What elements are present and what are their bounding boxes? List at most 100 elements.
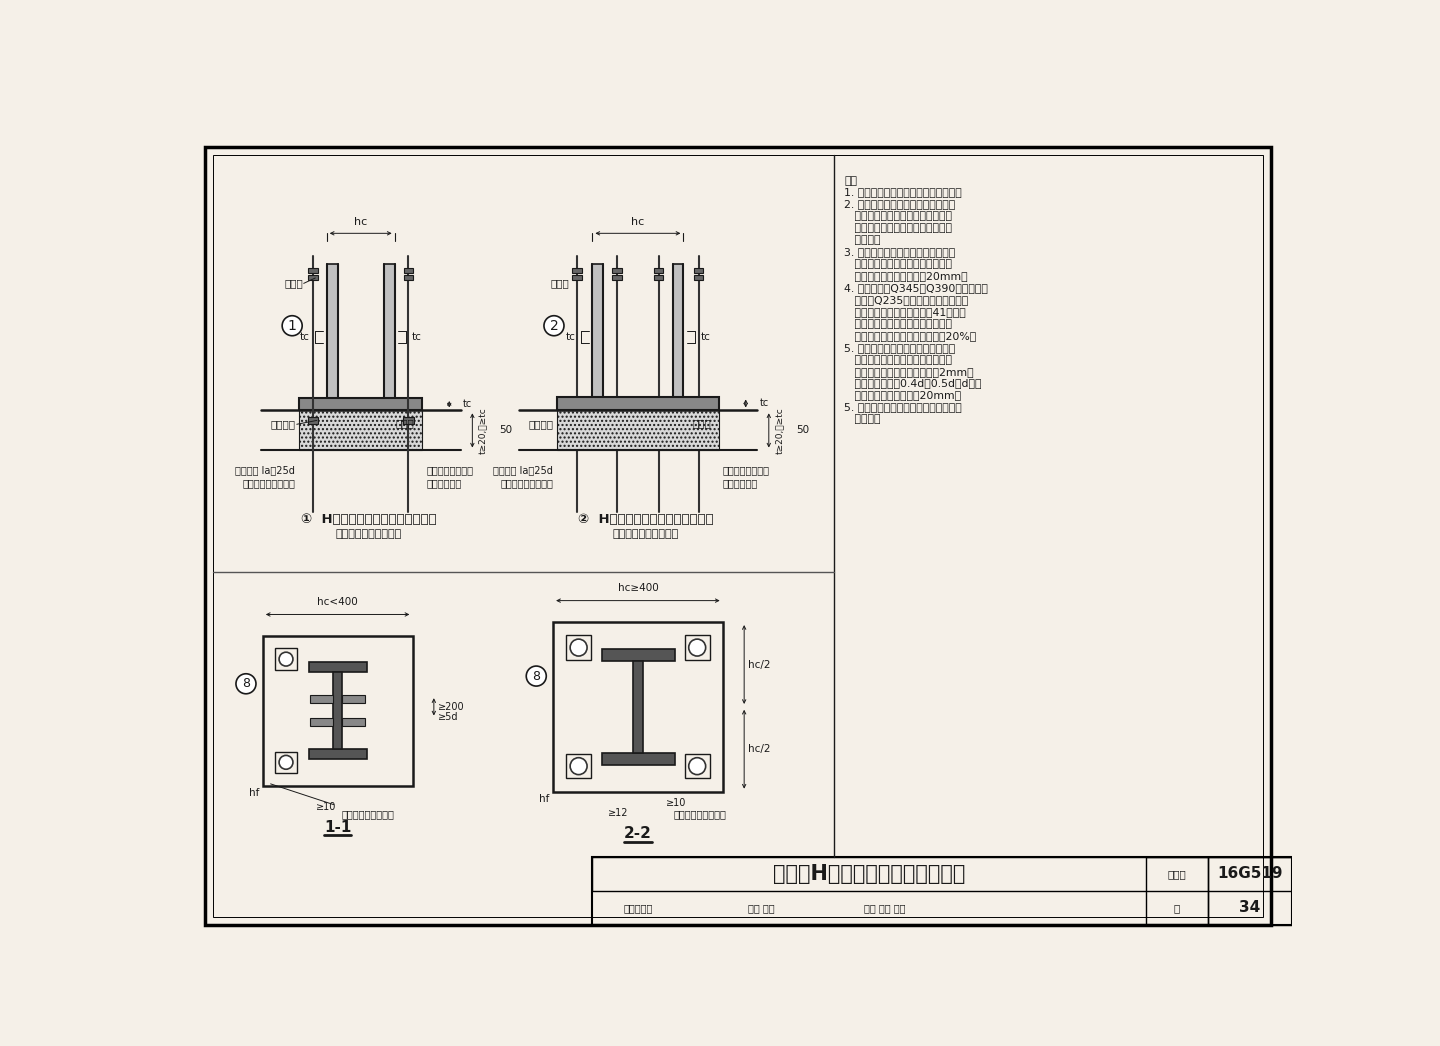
Text: ②  H形截面柱铰接柱脚构造（二）: ② H形截面柱铰接柱脚构造（二） — [577, 514, 713, 526]
Circle shape — [570, 757, 588, 775]
Text: tc: tc — [759, 399, 769, 409]
Text: tc: tc — [300, 333, 310, 342]
Text: 50: 50 — [796, 426, 809, 435]
Text: （用于柱截面较小时）: （用于柱截面较小时） — [336, 528, 402, 539]
Text: 无收缩二次灌浆层: 无收缩二次灌浆层 — [723, 464, 769, 475]
Text: 校对 王喆: 校对 王喆 — [747, 903, 775, 913]
Text: 双螺母: 双螺母 — [550, 278, 569, 289]
Text: 用刚强的固定架定位（见第41页）。: 用刚强的固定架定位（见第41页）。 — [844, 306, 966, 317]
Text: 4. 锚栓宜采用Q345、Q390钢材制作，: 4. 锚栓宜采用Q345、Q390钢材制作， — [844, 283, 988, 293]
Text: （用于柱截面较大时）: （用于柱截面较大时） — [612, 528, 678, 539]
Text: ≥10: ≥10 — [667, 798, 687, 809]
Text: 34: 34 — [1240, 901, 1260, 915]
Bar — [566, 635, 590, 660]
Text: hc: hc — [354, 218, 367, 227]
Text: 双螺母: 双螺母 — [285, 278, 304, 289]
Text: 2-2: 2-2 — [624, 826, 652, 841]
Bar — [612, 268, 622, 273]
Bar — [264, 636, 413, 787]
Text: ①  H形截面柱铰接柱脚构造（一）: ① H形截面柱铰接柱脚构造（一） — [301, 514, 436, 526]
Text: 面积不宜小于钢柱下端截面积的20%。: 面积不宜小于钢柱下端截面积的20%。 — [844, 331, 976, 341]
Text: 也可用Q235钢材制作。安装时应采: 也可用Q235钢材制作。安装时应采 — [844, 295, 969, 305]
Bar — [275, 751, 297, 773]
Bar — [275, 649, 297, 669]
Text: ≥5d: ≥5d — [438, 712, 458, 722]
Bar — [384, 265, 395, 410]
Text: 接。加劲板与底板间宜采用双面角: 接。加劲板与底板间宜采用双面角 — [844, 223, 952, 233]
Bar — [685, 635, 710, 660]
Bar — [310, 719, 333, 726]
Text: 三级及以上抗震等级时，锚栓截面: 三级及以上抗震等级时，锚栓截面 — [844, 319, 952, 328]
Text: tc: tc — [412, 333, 422, 342]
Bar — [333, 673, 343, 749]
Circle shape — [688, 757, 706, 775]
Text: 50: 50 — [500, 426, 513, 435]
Text: 外露式H型截面柱的铰接柱脚构造: 外露式H型截面柱的铰接柱脚构造 — [773, 864, 965, 884]
Text: 5. 高层民用建筑钢结构的钢柱应采用刚: 5. 高层民用建筑钢结构的钢柱应采用刚 — [844, 403, 962, 412]
Text: 栓外径），但不宜小于20mm。: 栓外径），但不宜小于20mm。 — [844, 390, 962, 401]
Bar — [553, 622, 723, 792]
Bar — [654, 416, 664, 424]
Bar — [1208, 857, 1293, 925]
Circle shape — [279, 653, 292, 666]
Text: 锚固长度 la＞25d: 锚固长度 la＞25d — [494, 464, 553, 475]
Text: hc≥400: hc≥400 — [618, 583, 658, 593]
Text: tc: tc — [464, 400, 472, 409]
Circle shape — [570, 639, 588, 656]
Text: 注：: 注： — [844, 176, 857, 185]
Bar — [403, 275, 413, 280]
Text: 2. 柱底端宜磨平顶紧，此时柱翼缘与: 2. 柱底端宜磨平顶紧，此时柱翼缘与 — [844, 200, 956, 209]
Text: 二次面: 二次面 — [693, 418, 711, 428]
Text: 下端应作弯钩或锚板: 下端应作弯钩或锚板 — [500, 478, 553, 487]
Bar — [310, 749, 367, 759]
Text: tc: tc — [700, 333, 710, 342]
Bar — [310, 662, 367, 673]
Bar — [300, 410, 422, 451]
Circle shape — [279, 755, 292, 769]
Text: 页: 页 — [1174, 903, 1179, 913]
Bar — [343, 719, 366, 726]
Text: hf: hf — [249, 788, 259, 798]
Text: 二次面: 二次面 — [396, 418, 415, 428]
Text: ≥12: ≥12 — [608, 809, 629, 818]
Circle shape — [282, 316, 302, 336]
Bar — [592, 857, 1293, 925]
Text: 垫板厚度一般为0.4d～0.5d（d为锚: 垫板厚度一般为0.4d～0.5d（d为锚 — [844, 379, 982, 388]
Text: 调整螺母: 调整螺母 — [528, 419, 553, 429]
Bar — [694, 275, 703, 280]
Bar — [602, 753, 675, 765]
Bar — [403, 416, 413, 424]
Text: 保证浇灌密实: 保证浇灌密实 — [426, 478, 461, 487]
Circle shape — [544, 316, 564, 336]
Text: 8: 8 — [242, 677, 251, 690]
Text: 1: 1 — [288, 319, 297, 333]
Bar — [557, 410, 719, 451]
Text: 确定，一般取直径不小于20mm。: 确定，一般取直径不小于20mm。 — [844, 271, 968, 281]
Text: （安装完毕后围焊）: （安装完毕后围焊） — [341, 810, 395, 820]
Text: 母下的垫板孔径取锚栓直径加2mm。: 母下的垫板孔径取锚栓直径加2mm。 — [844, 366, 973, 377]
Bar — [654, 275, 664, 280]
Text: 定及抗拔之用，其直径应根据计算: 定及抗拔之用，其直径应根据计算 — [844, 259, 952, 269]
Text: hc/2: hc/2 — [747, 660, 770, 669]
Bar — [572, 416, 582, 424]
Text: 5. 柱脚底板上的锚栓孔径根据不同的: 5. 柱脚底板上的锚栓孔径根据不同的 — [844, 343, 956, 353]
Text: ≥10: ≥10 — [315, 802, 336, 812]
Bar — [694, 268, 703, 273]
Bar — [308, 416, 318, 424]
Bar — [573, 275, 582, 280]
Bar — [1146, 857, 1208, 925]
Text: 3. 铰接柱脚的锚栓作为安装过程的固: 3. 铰接柱脚的锚栓作为安装过程的固 — [844, 247, 956, 257]
Text: 锚栓直径采取不同的孔径，锚栓螺: 锚栓直径采取不同的孔径，锚栓螺 — [844, 355, 952, 365]
Text: hc<400: hc<400 — [317, 597, 359, 607]
Bar — [573, 268, 582, 273]
Bar — [672, 265, 684, 410]
Text: t≥20,且≥tc: t≥20,且≥tc — [478, 407, 488, 454]
Bar — [602, 650, 675, 661]
Bar — [308, 268, 318, 273]
Bar — [693, 416, 704, 424]
Text: 下端应作弯钩或锚板: 下端应作弯钩或锚板 — [242, 478, 295, 487]
Text: 保证浇灌密实: 保证浇灌密实 — [723, 478, 757, 487]
Text: 无收缩二次灌浆层: 无收缩二次灌浆层 — [426, 464, 474, 475]
Text: 16G519: 16G519 — [1217, 866, 1283, 882]
Bar — [300, 399, 422, 410]
